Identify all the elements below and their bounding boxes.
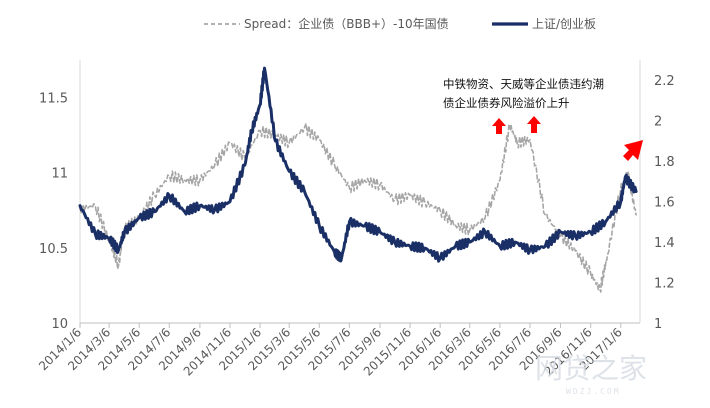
right-tick-label: 1.4 xyxy=(654,236,675,251)
watermark: 网贷之家 WDZJ.COM xyxy=(535,352,647,396)
right-tick-label: 1 xyxy=(654,317,662,332)
legend: Spread：企业债（BBB+）-10年国债 上证/创业板 xyxy=(204,16,596,31)
red-diagonal-arrow-icon xyxy=(623,140,643,161)
red-up-arrow-icon xyxy=(492,118,506,134)
right-tick-label: 1.2 xyxy=(654,277,675,292)
red-up-arrow-icon xyxy=(527,116,541,133)
left-tick-label: 10.5 xyxy=(39,242,68,257)
legend-label-ratio: 上证/创业板 xyxy=(532,17,596,31)
right-tick-label: 2 xyxy=(654,115,662,130)
annotation-line-2: 债企业债券风险溢价上升 xyxy=(443,96,570,110)
left-axis-ticks: 10 10.5 11 11.5 xyxy=(39,92,68,332)
right-tick-label: 1.6 xyxy=(654,196,675,211)
series-line-ratio xyxy=(78,66,638,263)
left-tick-label: 11 xyxy=(51,167,68,182)
series-line-spread xyxy=(79,122,637,293)
legend-label-spread: Spread：企业债（BBB+）-10年国债 xyxy=(244,16,449,31)
annotation-line-1: 中铁物资、天威等企业债违约潮 xyxy=(443,77,604,91)
watermark-text: 网贷之家 xyxy=(535,352,647,385)
left-tick-label: 11.5 xyxy=(39,92,68,107)
series-layer xyxy=(78,66,638,293)
left-tick-label: 10 xyxy=(51,317,68,332)
right-axis-ticks: 1 1.2 1.4 1.6 1.8 2 2.2 xyxy=(654,74,675,332)
right-tick-label: 1.8 xyxy=(654,155,675,170)
watermark-sub: WDZJ.COM xyxy=(566,387,621,396)
right-tick-label: 2.2 xyxy=(654,74,675,89)
